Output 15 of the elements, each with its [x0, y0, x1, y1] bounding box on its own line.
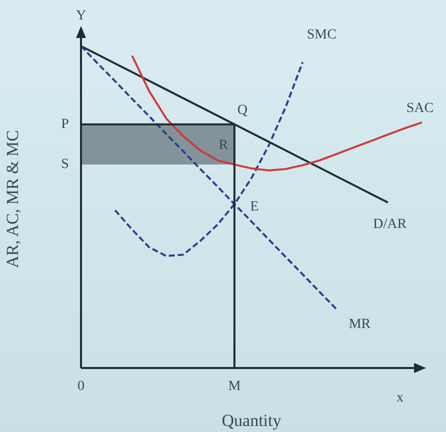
annotation: E [250, 200, 259, 215]
annotation: R [218, 138, 229, 154]
annotation: S [61, 157, 69, 172]
annotation: P [61, 116, 70, 132]
series-label: SAC [406, 100, 434, 116]
series-label: MR [348, 316, 372, 332]
series-label: SMC [306, 28, 336, 43]
annotation: Q [237, 102, 248, 118]
series-label: D/AR [373, 217, 408, 232]
x-tick-label: 0 [78, 378, 84, 394]
x-tick-label: M [228, 378, 242, 394]
text: x [396, 390, 404, 406]
y-axis-title: AR, AC, MR & MC [3, 130, 22, 268]
text: Y [76, 8, 86, 24]
x-axis-title: Quantity [222, 411, 282, 430]
